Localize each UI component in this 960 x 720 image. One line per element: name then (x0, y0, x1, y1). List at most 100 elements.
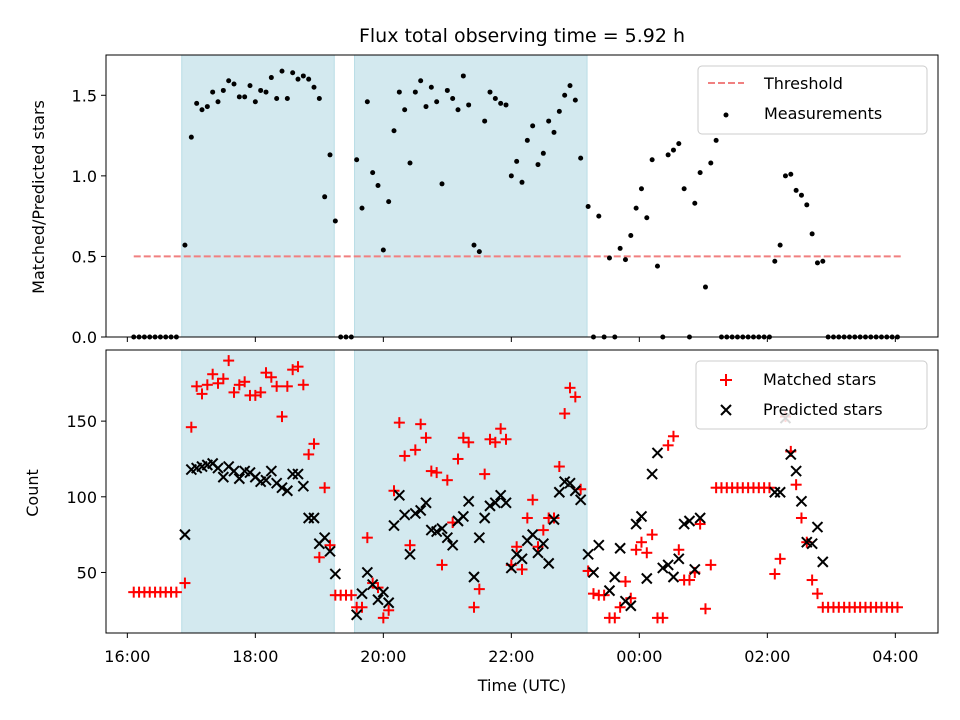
measurement-point (396, 89, 402, 95)
predicted-star-point (609, 571, 621, 583)
measurement-point (546, 118, 552, 124)
matched-star-point (271, 380, 283, 392)
measurement-point (412, 89, 418, 95)
bottom-y-tick-label: 50 (77, 563, 97, 582)
measurement-point (359, 205, 365, 211)
x-tick-label: 04:00 (872, 647, 918, 666)
x-tick-label: 20:00 (360, 647, 406, 666)
measurement-point (455, 107, 461, 113)
matched-star-point (630, 544, 642, 556)
measurement-point (681, 186, 687, 192)
predicted-star-point (228, 465, 240, 477)
matched-star-point (425, 465, 437, 477)
predicted-star-point (414, 504, 427, 517)
matched-star-point (185, 421, 197, 433)
predicted-star-point (785, 448, 797, 461)
matched-star-point (179, 577, 191, 589)
measurement-point (692, 200, 698, 206)
legend-threshold-label: Threshold (763, 74, 843, 93)
matched-star-point (774, 553, 786, 565)
matched-star-point (548, 512, 560, 524)
measurement-point (622, 257, 628, 263)
matched-star-point (265, 371, 277, 383)
predicted-star-point (350, 609, 363, 621)
measurement-point (562, 92, 568, 98)
measurement-point (596, 213, 602, 219)
measurement-point (380, 247, 386, 253)
measurement-point (482, 118, 488, 124)
measurement-point (220, 87, 226, 93)
top-y-tick-label: 1.0 (72, 167, 97, 186)
x-tick-label: 16:00 (104, 647, 150, 666)
measurement-point (798, 192, 804, 198)
predicted-star-point (377, 586, 390, 598)
predicted-star-point (603, 584, 616, 597)
measurement-point (540, 150, 546, 156)
predicted-star-point (593, 539, 605, 551)
measurement-point (676, 141, 682, 147)
matched-star-point (196, 388, 208, 400)
predicted-star-point (587, 566, 600, 579)
matched-star-point (404, 539, 416, 551)
matched-star-point (683, 574, 695, 586)
legend-measurements-label: Measurements (764, 104, 882, 123)
bottom-axes-frame (105, 349, 939, 634)
matched-star-point (207, 368, 219, 380)
measurement-point (252, 99, 258, 105)
matched-star-point (662, 439, 674, 451)
predicted-star-point (667, 571, 680, 583)
measurement-point (444, 87, 450, 93)
predicted-star-point (265, 465, 278, 477)
measurement-point (311, 84, 317, 90)
measurement-point (327, 152, 333, 158)
matched-star-point (673, 544, 685, 556)
predicted-star-point (308, 512, 320, 524)
measurement-point (524, 137, 530, 143)
bottom-legend: Matched stars Predicted stars (695, 360, 928, 430)
bottom-y-tick-label: 100 (66, 488, 97, 507)
measurement-point (572, 97, 578, 103)
matched-star-point (806, 574, 818, 586)
predicted-star-point (641, 572, 653, 585)
predicted-star-point (673, 553, 685, 565)
measurement-point (268, 75, 274, 81)
measurement-point (633, 205, 639, 211)
predicted-star-point (462, 495, 475, 508)
measurement-point (407, 160, 413, 166)
predicted-star-point (795, 495, 808, 508)
predicted-star-point (404, 548, 416, 561)
matched-star-point (201, 379, 213, 391)
measurement-point (665, 152, 671, 158)
matched-star-point (641, 547, 653, 559)
matched-star-point (811, 588, 823, 600)
x-tick-label: 22:00 (488, 647, 534, 666)
matched-star-point (297, 379, 309, 391)
top-panel: Flux total observing time = 5.92 h 0.00.… (29, 25, 939, 347)
predicted-star-point (361, 566, 374, 579)
measurement-point (210, 89, 216, 95)
measurement-point (487, 89, 493, 95)
matched-star-point (356, 601, 368, 613)
measurement-point (204, 104, 210, 110)
matched-star-point (559, 408, 571, 420)
measurement-point (578, 155, 584, 161)
measurement-point (628, 232, 634, 238)
predicted-star-point (409, 507, 422, 520)
predicted-star-point (478, 512, 491, 524)
measurement-point (654, 263, 660, 269)
matched-star-point (657, 612, 669, 624)
predicted-star-point (683, 515, 696, 527)
measurement-point (644, 215, 650, 221)
measurement-point (503, 102, 509, 108)
matched-star-point (217, 373, 229, 385)
predicted-star-point (233, 472, 246, 485)
legend-measurements-swatch (723, 112, 729, 118)
matched-star-point (516, 563, 528, 575)
predicted-star-point (630, 518, 642, 530)
predicted-star-point (484, 500, 496, 512)
x-tick-label: 00:00 (616, 647, 662, 666)
matched-star-point (614, 601, 626, 613)
predicted-star-point (297, 480, 310, 492)
measurement-point (702, 284, 708, 290)
